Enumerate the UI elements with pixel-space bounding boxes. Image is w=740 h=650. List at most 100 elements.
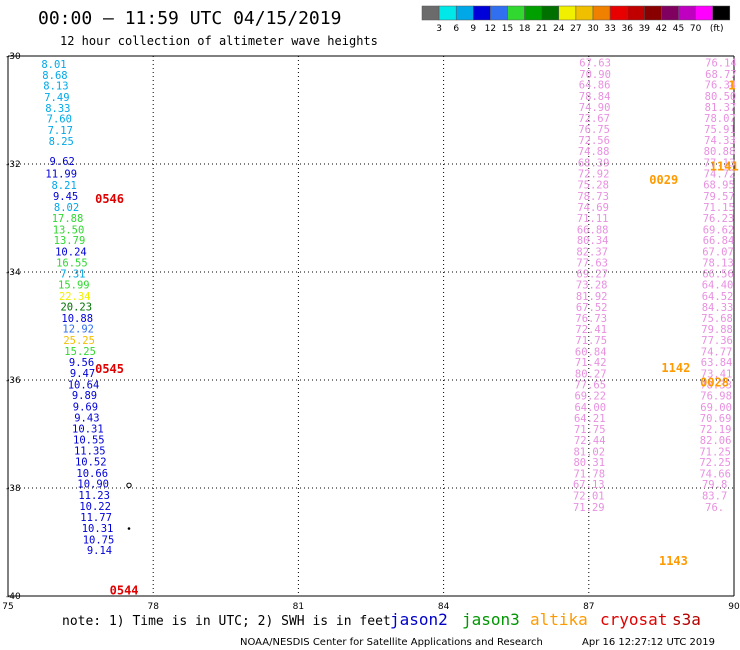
data-point-s3a: 72.56 — [578, 135, 610, 147]
data-point-s3a: 81.02 — [573, 446, 605, 458]
data-point-s3a: 77.63 — [576, 257, 608, 269]
colorbar-swatch — [541, 5, 560, 21]
colorbar-swatch — [507, 5, 525, 21]
data-point-s3a: 78.33 — [700, 379, 732, 391]
data-point-s3a: 66.88 — [577, 224, 609, 236]
data-point-jason2: 10.55 — [73, 434, 105, 446]
data-point-s3a: 84.33 — [702, 302, 734, 314]
data-point-s3a: 73.28 — [576, 279, 608, 291]
data-points: 8.018.688.137.498.337.607.178.25 9.6211.9… — [41, 57, 736, 557]
data-point-jason2: 8.01 — [41, 59, 66, 71]
data-point-s3a: 74.88 — [578, 146, 610, 158]
colorbar-tick-label: 27 — [570, 24, 581, 34]
data-point-s3a: 75.91 — [704, 124, 736, 136]
colorbar-swatch — [661, 5, 679, 21]
data-point-s3a: 63.84 — [701, 357, 733, 369]
data-point-s3a: 74.66 — [699, 468, 731, 480]
data-point-s3a: 69.22 — [574, 391, 606, 403]
data-point-jason2: 10.31 — [82, 523, 114, 535]
colorbar-tick-label: 30 — [587, 24, 599, 34]
satellite-legend-s3a: s3a — [672, 610, 701, 629]
pass-time-label: 0029 — [649, 173, 678, 187]
data-point-s3a: 72.19 — [700, 424, 732, 436]
data-point-jason2: 11.35 — [74, 446, 106, 458]
satellite-legend-jason2: jason2 — [390, 610, 448, 629]
data-point-s3a: 71.75 — [575, 335, 607, 347]
data-point-s3a: 78.73 — [577, 191, 609, 203]
data-point-s3a: 76.23 — [703, 213, 735, 225]
x-tick-label: 84 — [438, 602, 450, 612]
colorbar-swatch — [592, 5, 611, 21]
data-point-s3a: 71.78 — [573, 468, 605, 480]
data-point-s3a: 67.52 — [576, 302, 608, 314]
data-point-s3a: 81.92 — [576, 291, 608, 303]
data-point-jason2: 7.17 — [48, 125, 73, 137]
data-point-jason2: 9.69 — [73, 401, 98, 413]
y-tick-label: -40 — [6, 592, 21, 602]
x-tick-label: 81 — [293, 602, 304, 612]
data-point-jason2: 7.31 — [60, 269, 85, 281]
data-point-s3a: 71.25 — [699, 446, 731, 458]
data-point-s3a: 69.27 — [576, 269, 608, 281]
data-point-s3a: 76.75 — [578, 124, 610, 136]
data-point-jason2: 20.23 — [60, 302, 92, 314]
data-point-jason2: 8.25 — [49, 136, 74, 148]
data-point-jason2: 11.77 — [80, 512, 112, 524]
data-point-s3a: 74.69 — [577, 202, 609, 214]
axis-ticks: 75 78 81 84 87 90 -30 -32 -34 -36 -38 -40 — [2, 52, 740, 612]
satellite-legend-jason3: jason3 — [462, 610, 520, 629]
data-point-s3a: 68.77 — [705, 69, 737, 81]
data-point-s3a: 75.68 — [701, 313, 733, 325]
data-point-s3a: 76.34 — [705, 80, 737, 92]
data-point-s3a: 78.84 — [579, 91, 611, 103]
x-tick-label: 75 — [2, 602, 13, 612]
colorbar-tick-label: 18 — [519, 24, 531, 34]
data-point-s3a: 82.06 — [700, 435, 732, 447]
x-tick-label: 87 — [583, 602, 594, 612]
data-point-s3a: 72.44 — [574, 435, 606, 447]
data-point-s3a: 74.90 — [579, 102, 611, 114]
colorbar-swatch — [678, 5, 696, 21]
colorbar-tick-label: 6 — [453, 24, 459, 34]
data-point-s3a: 80.34 — [577, 235, 609, 247]
track-marker-circle — [126, 482, 132, 488]
data-point-s3a: 71.75 — [574, 424, 606, 436]
color-legend: 3 6 9 12 15 18 21 24 27 30 33 36 39 42 45 70 (ft) — [421, 5, 731, 34]
data-point-s3a: 72.67 — [578, 113, 610, 125]
data-point-s3a: 72.92 — [578, 169, 610, 181]
data-point-jason2: 9.47 — [70, 368, 95, 380]
data-point-jason2: 9.62 — [50, 156, 75, 168]
x-tick-label: 90 — [728, 602, 740, 612]
data-point-jason2: 7.49 — [44, 92, 69, 104]
pass-time-label: 0544 — [110, 584, 139, 598]
track-marker-dot — [127, 527, 131, 530]
colorbar-tick-label: 39 — [639, 24, 651, 34]
data-point-jason2: 10.66 — [76, 468, 108, 480]
pass-time-label: 0545 — [95, 362, 124, 376]
data-point-s3a: 64.40 — [702, 279, 734, 291]
data-point-jason2: 9.56 — [69, 357, 94, 369]
data-point-jason2: 11.23 — [78, 490, 110, 502]
pass-time-label: 1141 — [710, 160, 739, 174]
data-point-s3a: 71.42 — [575, 357, 607, 369]
data-point-jason2: 10.75 — [83, 534, 115, 546]
data-point-s3a: 81.37 — [705, 102, 737, 114]
colorbar-tick-label: 24 — [553, 24, 565, 34]
data-point-jason2: 7.60 — [47, 114, 72, 126]
y-tick-label: -38 — [6, 484, 21, 494]
data-point-jason2: 8.13 — [43, 81, 68, 93]
colorbar-swatch — [644, 5, 662, 21]
data-point-jason2: 11.99 — [45, 169, 77, 181]
data-point-s3a: 64.21 — [574, 413, 606, 425]
data-point-s3a: 74.72 — [704, 169, 736, 181]
plot-grid — [7, 55, 735, 597]
time-labels: 0546 0545 0544 0029 1141 1 1142 0028 1143 — [95, 79, 739, 598]
data-point-jason2: 22.34 — [59, 291, 91, 303]
data-point-s3a: 82.37 — [576, 246, 608, 258]
colorbar-swatch — [626, 5, 645, 21]
colorbar-swatch — [712, 5, 731, 21]
data-point-s3a: 76.98 — [700, 391, 732, 403]
data-point-jason2: 16.55 — [56, 257, 88, 269]
